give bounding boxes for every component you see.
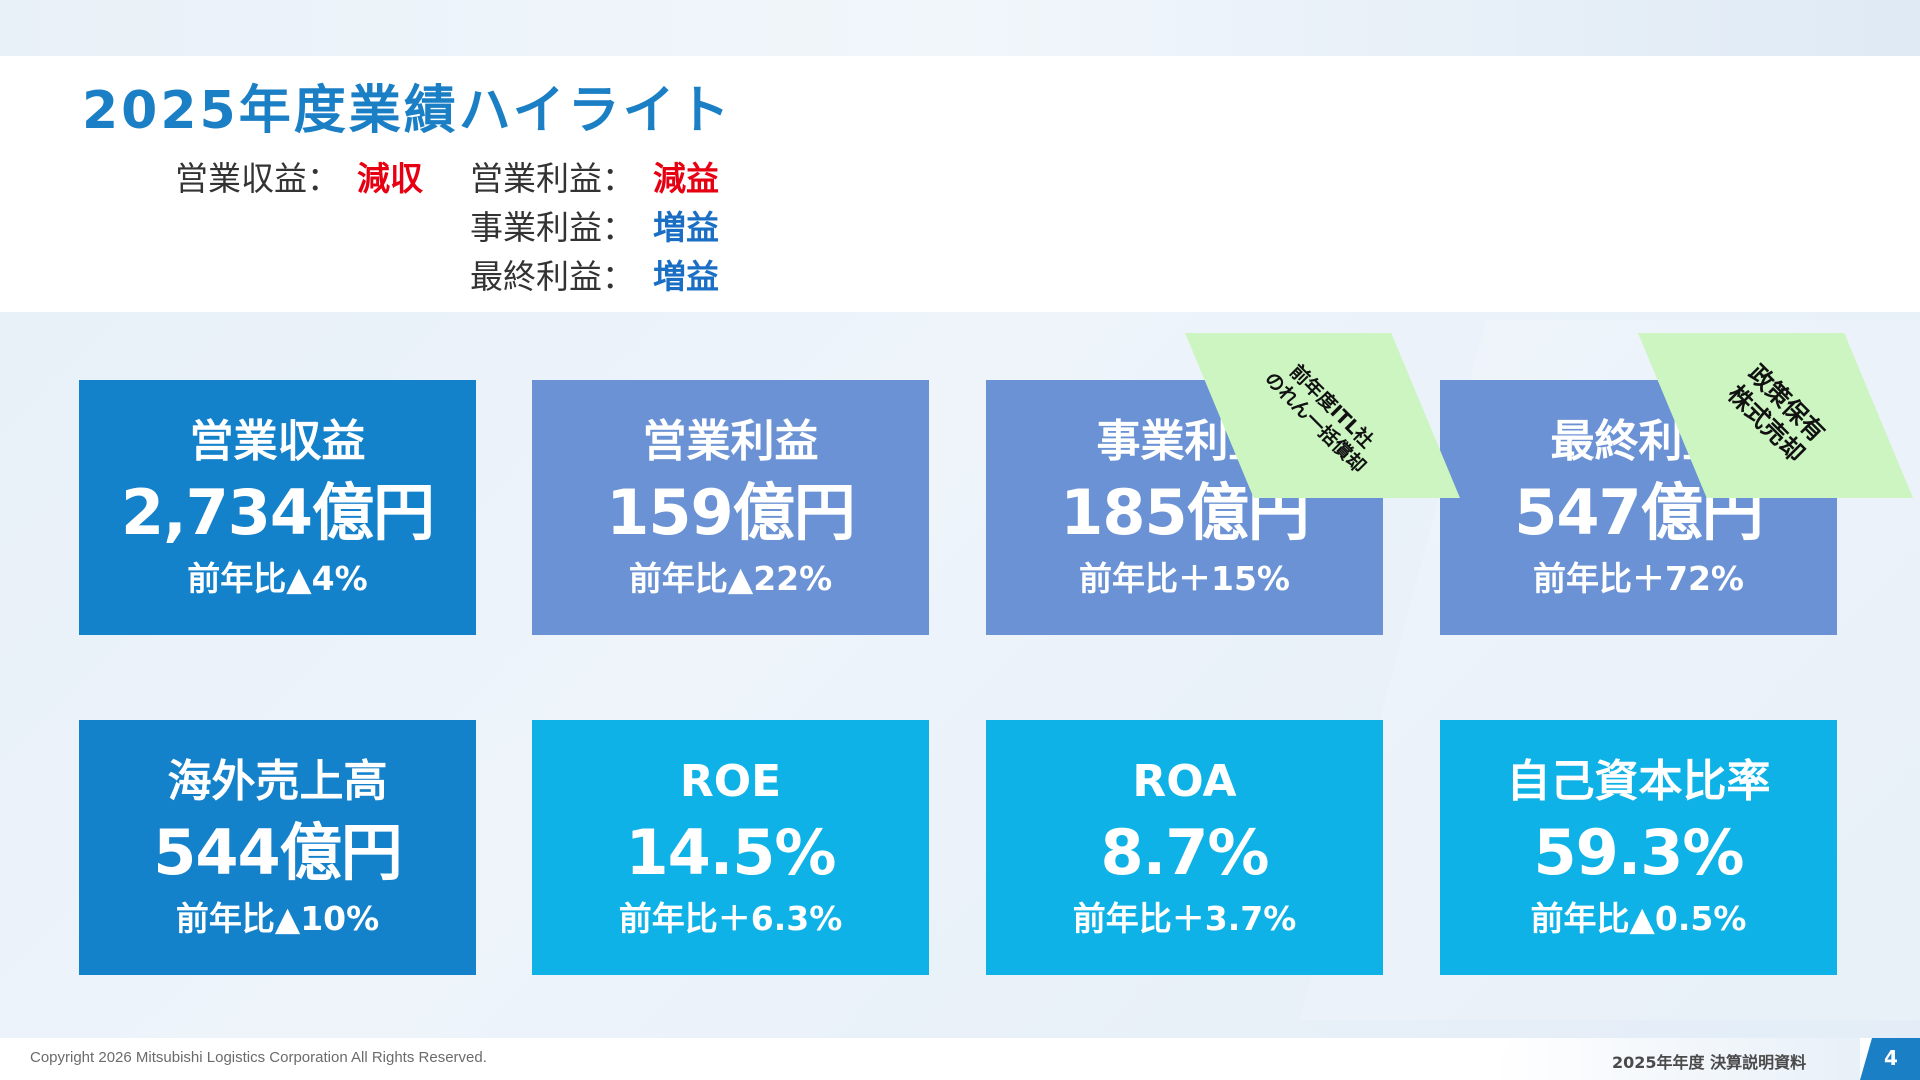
summary-value-operating-revenue: 減収 xyxy=(357,159,423,198)
kpi-card-equity-ratio: 自己資本比率 59.3% 前年比▲0.5% xyxy=(1440,720,1837,975)
kpi-change: 前年比▲0.5% xyxy=(1530,899,1747,938)
kpi-card-roa: ROA 8.7% 前年比＋3.7% xyxy=(986,720,1383,975)
kpi-card-operating-revenue: 営業収益 2,734億円 前年比▲4% xyxy=(79,380,476,635)
summary-label-business-profit: 事業利益： xyxy=(470,208,635,247)
kpi-change: 前年比＋6.3% xyxy=(618,899,843,938)
kpi-label: 営業利益 xyxy=(642,416,819,467)
kpi-value: 159億円 xyxy=(606,476,855,549)
kpi-card-roe: ROE 14.5% 前年比＋6.3% xyxy=(532,720,929,975)
summary-label-operating-revenue: 営業収益： xyxy=(175,159,340,198)
summary-label-operating-profit: 営業利益： xyxy=(470,159,635,198)
kpi-change: 前年比＋72% xyxy=(1533,559,1744,598)
copyright-text: Copyright 2026 Mitsubishi Logistics Corp… xyxy=(30,1049,487,1066)
page-number: 4 xyxy=(1884,1046,1898,1070)
summary-value-business-profit: 増益 xyxy=(653,208,719,247)
kpi-label: 営業収益 xyxy=(189,416,366,467)
kpi-value: 544億円 xyxy=(153,816,402,889)
kpi-label: ROE xyxy=(679,756,782,807)
kpi-change: 前年比＋3.7% xyxy=(1072,899,1297,938)
kpi-value: 14.5% xyxy=(625,816,836,889)
summary-label-net-profit: 最終利益： xyxy=(470,257,635,296)
page-title: 2025年度業績ハイライト xyxy=(82,81,733,141)
kpi-change: 前年比＋15% xyxy=(1079,559,1290,598)
summary-value-operating-profit: 減益 xyxy=(653,159,719,198)
kpi-label: 自己資本比率 xyxy=(1506,756,1771,807)
top-banner-strip xyxy=(0,0,1920,56)
kpi-label: ROA xyxy=(1132,756,1237,807)
kpi-value: 8.7% xyxy=(1100,816,1270,889)
document-name: 2025年年度 決算説明資料 xyxy=(1612,1053,1807,1072)
kpi-change: 前年比▲4% xyxy=(187,559,368,598)
summary-value-net-profit: 増益 xyxy=(653,257,719,296)
kpi-value: 2,734億円 xyxy=(120,476,435,549)
kpi-change: 前年比▲22% xyxy=(628,559,833,598)
kpi-label: 海外売上高 xyxy=(167,756,388,807)
footer-accent xyxy=(1490,1038,1860,1080)
kpi-card-overseas-sales: 海外売上高 544億円 前年比▲10% xyxy=(79,720,476,975)
kpi-change: 前年比▲10% xyxy=(175,899,380,938)
kpi-card-operating-profit: 営業利益 159億円 前年比▲22% xyxy=(532,380,929,635)
header-panel xyxy=(0,56,1920,312)
page-number-box xyxy=(1860,1038,1920,1080)
kpi-value: 59.3% xyxy=(1533,816,1744,889)
